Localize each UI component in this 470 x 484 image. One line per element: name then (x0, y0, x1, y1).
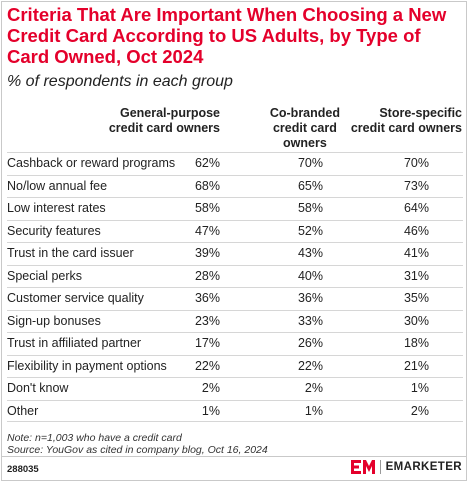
table-row: Special perks 28% 40% 31% (7, 264, 463, 288)
value-cell: 1% (201, 403, 220, 418)
value-cell: 58% (194, 201, 220, 215)
value-cell: 73% (403, 178, 429, 193)
column-header-line: credit card owners (108, 121, 220, 135)
value-cell: 22% (194, 358, 220, 373)
source-text: Source: YouGov as cited in company blog,… (7, 444, 268, 456)
row-label: Cashback or reward programs (7, 156, 176, 170)
value-cell: 39% (194, 246, 220, 260)
row-label: Sign-up bonuses (7, 313, 101, 328)
value-cell: 18% (403, 336, 429, 350)
row-label: Trust in the card issuer (7, 246, 134, 260)
value-cell: 1% (304, 403, 323, 418)
value-cell: 26% (297, 336, 323, 350)
table-row: Trust in the card issuer 39% 43% 41% (7, 242, 463, 265)
value-cell: 46% (403, 223, 429, 238)
value-cell: 17% (194, 336, 220, 350)
value-cell: 22% (297, 358, 323, 373)
value-cell: 23% (194, 313, 220, 328)
column-header-line: owners (283, 136, 327, 150)
table-row: Security features 47% 52% 46% (7, 219, 463, 243)
brand-wordmark: EMARKETER (385, 461, 462, 473)
footer-divider (1, 456, 467, 457)
value-cell: 30% (403, 313, 429, 328)
value-cell: 52% (297, 223, 323, 238)
column-header-line: General-purpose (119, 106, 220, 120)
value-cell: 21% (403, 358, 429, 373)
row-label: Trust in affiliated partner (7, 336, 142, 350)
logo-divider (379, 460, 381, 474)
footnote: Note: n=1,003 who have a credit card Sou… (7, 432, 268, 456)
column-header-store-specific: Store-specific credit card owners (351, 106, 462, 136)
row-label: No/low annual fee (7, 178, 108, 193)
note-text: Note: n=1,003 who have a credit card (7, 432, 182, 444)
value-cell: 40% (297, 268, 323, 283)
column-header-line: Co-branded (269, 106, 340, 120)
table-row: Low interest rates 58% 58% 64% (7, 197, 463, 220)
em-logo-icon (350, 460, 375, 474)
row-label: Don't know (7, 381, 69, 395)
value-cell: 64% (403, 201, 429, 215)
row-label: Other (7, 403, 39, 418)
value-cell: 68% (194, 178, 220, 193)
column-header-line: credit card (272, 121, 337, 135)
column-header-line: credit card owners (350, 121, 462, 135)
column-header-line: Store-specific (379, 106, 462, 120)
column-header-general-purpose: General-purpose credit card owners (109, 106, 220, 136)
table-row: Don't know 2% 2% 1% (7, 377, 463, 400)
value-cell: 36% (297, 291, 323, 305)
row-label: Flexibility in payment options (7, 358, 167, 373)
chart-title: Criteria That Are Important When Choosin… (7, 4, 447, 67)
table-row: Sign-up bonuses 23% 33% 30% (7, 309, 463, 333)
value-cell: 2% (410, 403, 429, 418)
chart-id: 288035 (7, 464, 39, 475)
value-cell: 31% (403, 268, 429, 283)
table-row: Trust in affiliated partner 17% 26% 18% (7, 332, 463, 355)
value-cell: 35% (403, 291, 429, 305)
value-cell: 65% (297, 178, 323, 193)
chart-subtitle: % of respondents in each group (7, 73, 233, 90)
table-row: No/low annual fee 68% 65% 73% (7, 174, 463, 198)
table-row: Other 1% 1% 2% (7, 399, 463, 422)
value-cell: 1% (410, 381, 429, 395)
value-cell: 28% (194, 268, 220, 283)
row-label: Security features (7, 223, 101, 238)
column-header-co-branded: Co-branded credit card owners (270, 106, 340, 151)
row-label: Customer service quality (7, 291, 144, 305)
value-cell: 33% (297, 313, 323, 328)
value-cell: 70% (297, 156, 323, 170)
value-cell: 58% (297, 201, 323, 215)
value-cell: 2% (304, 381, 323, 395)
value-cell: 62% (194, 156, 220, 170)
value-cell: 41% (403, 246, 429, 260)
table-row: Customer service quality 36% 36% 35% (7, 287, 463, 310)
brand-logo: EMARKETER (350, 460, 462, 474)
data-table: Cashback or reward programs 62% 70% 70% No/l… (7, 152, 463, 422)
value-cell: 47% (194, 223, 220, 238)
value-cell: 36% (194, 291, 220, 305)
row-label: Special perks (7, 268, 83, 283)
table-row: Cashback or reward programs 62% 70% 70% (7, 152, 463, 175)
value-cell: 2% (201, 381, 220, 395)
table-row: Flexibility in payment options 22% 22% 21% (7, 354, 463, 378)
value-cell: 70% (403, 156, 429, 170)
row-label: Low interest rates (7, 201, 106, 215)
value-cell: 43% (297, 246, 323, 260)
